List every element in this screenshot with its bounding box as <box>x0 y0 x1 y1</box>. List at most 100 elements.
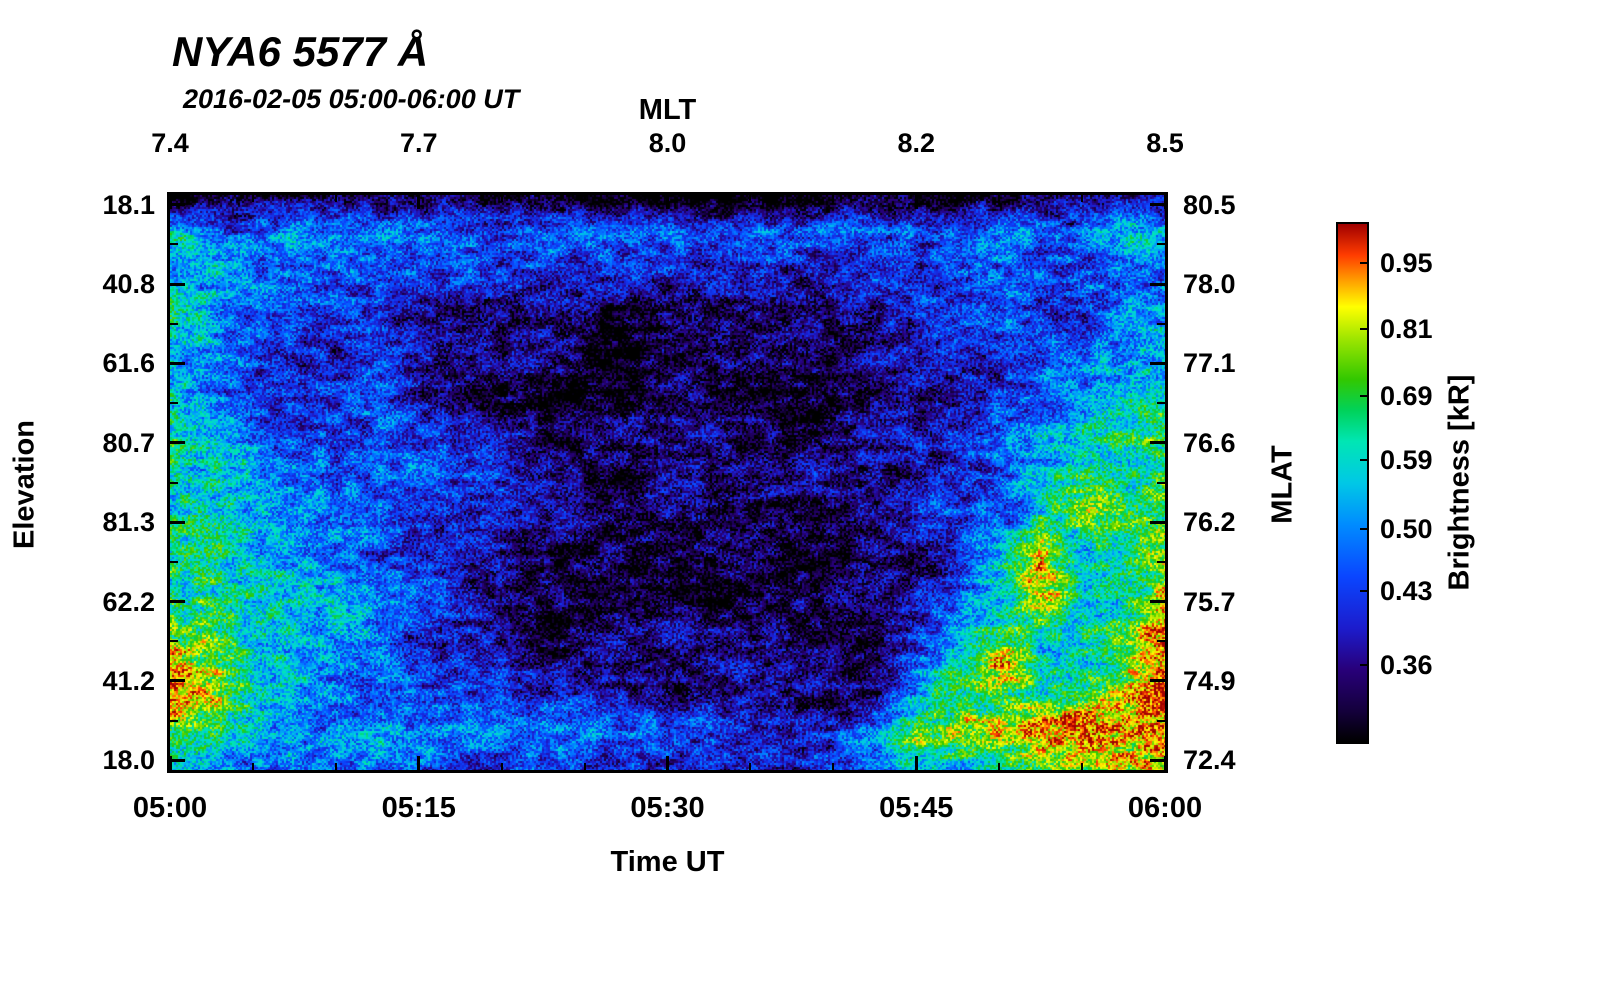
right-tick-label: 77.1 <box>1183 348 1236 379</box>
right-axis-tick <box>1150 758 1165 762</box>
left-axis-tick <box>170 203 185 207</box>
left-tick-label: 40.8 <box>102 269 155 300</box>
top-axis-tick <box>914 195 918 209</box>
colorbar <box>1336 222 1369 744</box>
top-axis-minor-tick <box>998 195 1001 202</box>
colorbar-tick-label: 0.36 <box>1380 649 1433 680</box>
bottom-axis-minor-tick <box>998 763 1001 770</box>
top-axis-minor-tick <box>334 195 337 202</box>
colorbar-tick-label: 0.95 <box>1380 248 1433 279</box>
right-tick-label: 80.5 <box>1183 189 1236 220</box>
left-axis-tick <box>170 282 185 286</box>
top-tick-label: 8.2 <box>897 128 936 158</box>
right-axis-tick <box>1150 361 1165 365</box>
right-axis-minor-tick <box>1157 322 1165 325</box>
bottom-axis-minor-tick <box>500 763 503 770</box>
right-tick-label: 78.0 <box>1183 269 1236 300</box>
left-axis-minor-tick <box>170 243 178 246</box>
right-axis-minor-tick <box>1157 243 1165 246</box>
colorbar-tick <box>1360 590 1367 593</box>
right-axis-tick <box>1150 600 1165 604</box>
top-axis-minor-tick <box>251 195 254 202</box>
left-tick-label: 18.0 <box>102 745 155 776</box>
right-axis-minor-tick <box>1157 640 1165 643</box>
plot-subtitle: 2016-02-05 05:00-06:00 UT <box>183 84 520 114</box>
bottom-axis-minor-tick <box>334 763 337 770</box>
colorbar-tick-label: 0.81 <box>1380 314 1433 345</box>
top-axis-minor-tick <box>500 195 503 202</box>
bottom-axis-tick <box>1163 756 1167 770</box>
right-axis-tick <box>1150 679 1165 683</box>
bottom-tick-label: 05:30 <box>630 792 705 824</box>
bottom-axis-minor-tick <box>749 763 752 770</box>
left-tick-label: 80.7 <box>102 427 155 458</box>
colorbar-tick <box>1360 328 1367 331</box>
top-axis-tick <box>417 195 421 209</box>
bottom-tick-label: 06:00 <box>1127 792 1203 824</box>
top-tick-label: 8.5 <box>1146 128 1184 158</box>
top-axis-minor-tick <box>832 195 835 202</box>
left-axis-minor-tick <box>170 560 178 563</box>
colorbar-tick <box>1360 527 1367 530</box>
top-tick-label: 8.0 <box>648 128 687 158</box>
bottom-axis-minor-tick <box>832 763 835 770</box>
left-axis-tick <box>170 361 185 365</box>
plot-title: NYA6 5577 Å <box>172 28 429 75</box>
bottom-axis-minor-tick <box>583 763 586 770</box>
right-axis-tick <box>1150 282 1165 286</box>
top-tick-label: 7.7 <box>399 128 438 158</box>
bottom-tick-label: 05:45 <box>879 792 954 824</box>
top-axis-tick <box>168 195 172 209</box>
bottom-axis-minor-tick <box>1081 763 1084 770</box>
left-axis-label: Elevation <box>8 420 41 549</box>
plot-border <box>167 192 1168 773</box>
bottom-axis-tick <box>914 756 918 770</box>
left-tick-label: 41.2 <box>102 665 155 696</box>
right-axis-minor-tick <box>1157 719 1165 722</box>
top-axis-tick <box>1163 195 1167 209</box>
right-tick-label: 74.9 <box>1183 665 1236 696</box>
top-axis-label: MLT <box>638 94 697 126</box>
left-axis-tick <box>170 600 185 604</box>
colorbar-tick <box>1360 262 1367 265</box>
left-tick-label: 62.2 <box>102 586 155 617</box>
left-tick-label: 61.6 <box>102 348 155 379</box>
right-axis-tick <box>1150 441 1165 445</box>
right-axis-tick <box>1150 203 1165 207</box>
left-axis-minor-tick <box>170 640 178 643</box>
right-tick-label: 75.7 <box>1183 586 1236 617</box>
left-axis-tick <box>170 679 185 683</box>
top-axis-minor-tick <box>749 195 752 202</box>
left-axis-minor-tick <box>170 719 178 722</box>
top-tick-label: 7.4 <box>151 128 189 158</box>
colorbar-tick-label: 0.50 <box>1380 513 1433 544</box>
left-axis-tick <box>170 520 185 524</box>
colorbar-tick <box>1360 394 1367 397</box>
top-axis-minor-tick <box>1081 195 1084 202</box>
bottom-axis-label: Time UT <box>610 846 725 878</box>
heatmap-canvas <box>170 195 1165 770</box>
colorbar-tick-label: 0.43 <box>1380 576 1433 607</box>
left-axis-minor-tick <box>170 322 178 325</box>
left-axis-tick <box>170 441 185 445</box>
top-axis-minor-tick <box>583 195 586 202</box>
bottom-axis-tick <box>417 756 421 770</box>
right-tick-label: 76.6 <box>1183 427 1236 458</box>
left-axis-minor-tick <box>170 481 178 484</box>
right-tick-label: 72.4 <box>1183 745 1236 776</box>
colorbar-tick-label: 0.69 <box>1380 380 1433 411</box>
bottom-axis-minor-tick <box>251 763 254 770</box>
top-axis-tick <box>666 195 669 209</box>
colorbar-tick-label: 0.59 <box>1380 445 1433 476</box>
right-tick-label: 76.2 <box>1183 507 1236 538</box>
left-axis-tick <box>170 758 185 762</box>
colorbar-tick <box>1360 663 1367 666</box>
right-axis-minor-tick <box>1157 481 1165 484</box>
right-axis-minor-tick <box>1157 402 1165 405</box>
bottom-tick-label: 05:00 <box>132 792 208 824</box>
left-tick-label: 18.1 <box>102 189 155 220</box>
left-tick-label: 81.3 <box>102 507 155 538</box>
right-axis-minor-tick <box>1157 560 1165 563</box>
bottom-axis-tick <box>168 756 172 770</box>
